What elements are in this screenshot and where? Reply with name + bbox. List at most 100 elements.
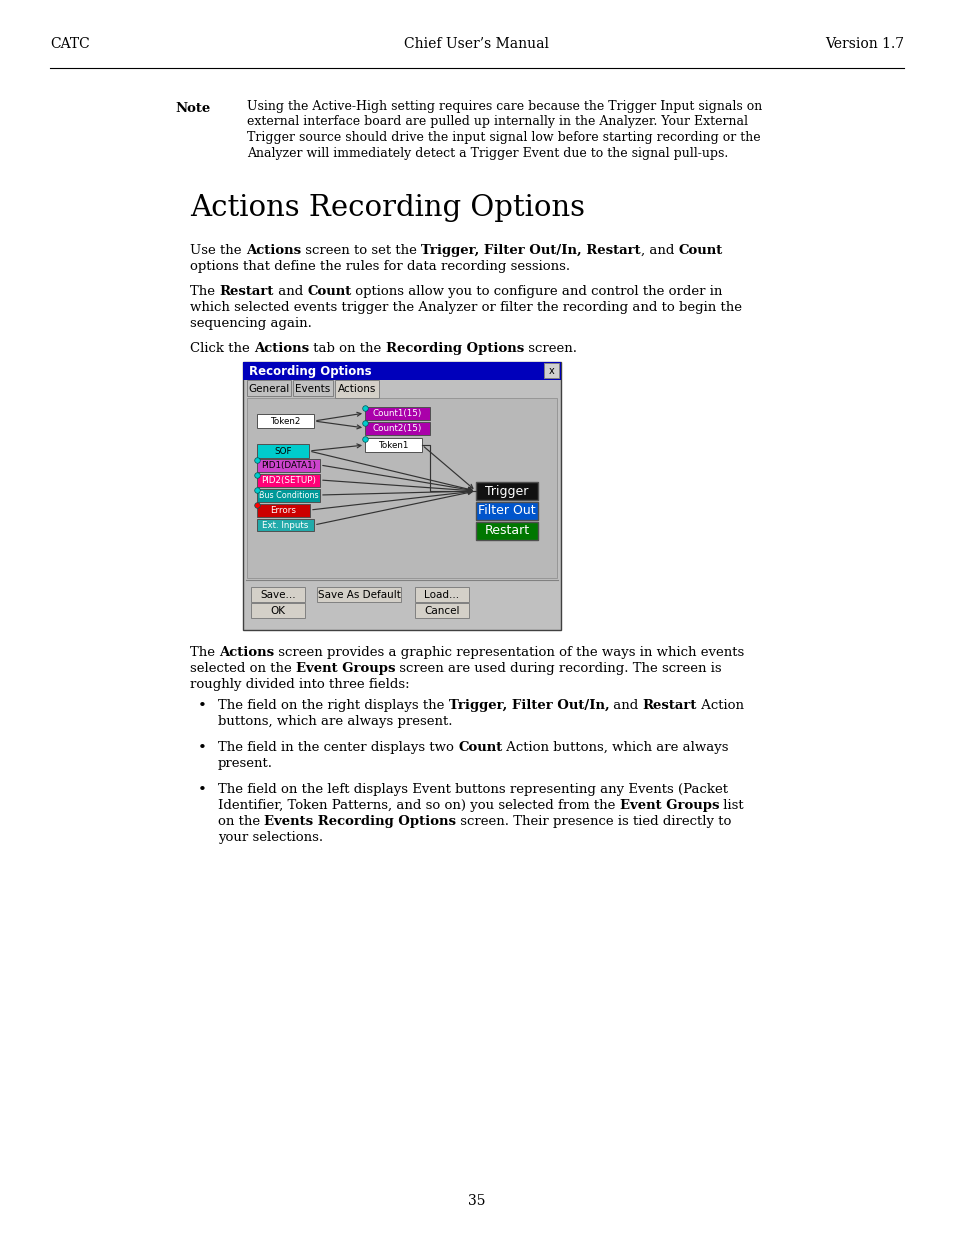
Text: Trigger source should drive the input signal low before starting recording or th: Trigger source should drive the input si… bbox=[247, 131, 760, 144]
Text: The: The bbox=[190, 646, 219, 659]
Text: PID1(DATA1): PID1(DATA1) bbox=[261, 461, 315, 471]
FancyBboxPatch shape bbox=[335, 380, 378, 398]
Text: Version 1.7: Version 1.7 bbox=[824, 37, 903, 51]
Text: Filter Out: Filter Out bbox=[477, 505, 536, 517]
Text: Action: Action bbox=[697, 699, 743, 713]
Text: •: • bbox=[198, 783, 207, 797]
Text: Cancel: Cancel bbox=[424, 605, 459, 615]
FancyBboxPatch shape bbox=[256, 474, 319, 487]
Text: Restart: Restart bbox=[484, 525, 529, 537]
Text: sequencing again.: sequencing again. bbox=[190, 317, 312, 330]
Text: Count: Count bbox=[457, 741, 502, 755]
Text: Trigger: Trigger bbox=[485, 484, 528, 498]
Text: Save As Default: Save As Default bbox=[317, 589, 400, 599]
Text: Restart: Restart bbox=[642, 699, 697, 713]
FancyBboxPatch shape bbox=[256, 445, 309, 458]
Text: screen. Their presence is tied directly to: screen. Their presence is tied directly … bbox=[456, 815, 731, 827]
Text: Trigger, Filter Out/In, Restart: Trigger, Filter Out/In, Restart bbox=[420, 245, 640, 257]
Text: •: • bbox=[198, 741, 207, 755]
FancyBboxPatch shape bbox=[476, 501, 537, 520]
FancyBboxPatch shape bbox=[365, 408, 430, 420]
FancyBboxPatch shape bbox=[243, 362, 560, 630]
FancyBboxPatch shape bbox=[543, 363, 558, 378]
Text: screen.: screen. bbox=[523, 342, 577, 354]
Text: Actions: Actions bbox=[337, 384, 375, 394]
Text: Load...: Load... bbox=[424, 589, 459, 599]
Text: Event Groups: Event Groups bbox=[295, 662, 395, 676]
FancyBboxPatch shape bbox=[256, 489, 319, 501]
FancyBboxPatch shape bbox=[476, 522, 537, 540]
FancyBboxPatch shape bbox=[256, 459, 319, 472]
Text: Actions: Actions bbox=[253, 342, 309, 354]
Text: Note: Note bbox=[174, 103, 210, 115]
Text: Ext. Inputs: Ext. Inputs bbox=[262, 520, 309, 530]
Text: Identifier, Token Patterns, and so on) you selected from the: Identifier, Token Patterns, and so on) y… bbox=[218, 799, 619, 811]
Text: Analyzer will immediately detect a Trigger Event due to the signal pull-ups.: Analyzer will immediately detect a Trigg… bbox=[247, 147, 727, 159]
Text: and: and bbox=[609, 699, 642, 713]
Text: Count2(15): Count2(15) bbox=[373, 424, 422, 433]
Text: •: • bbox=[198, 699, 207, 713]
Text: screen to set the: screen to set the bbox=[300, 245, 420, 257]
Text: list: list bbox=[719, 799, 743, 811]
Text: Save...: Save... bbox=[260, 589, 295, 599]
FancyBboxPatch shape bbox=[365, 438, 421, 452]
Text: options allow you to configure and control the order in: options allow you to configure and contr… bbox=[351, 285, 722, 298]
Text: PID2(SETUP): PID2(SETUP) bbox=[261, 475, 315, 485]
Text: General: General bbox=[248, 384, 290, 394]
Text: present.: present. bbox=[218, 757, 273, 769]
FancyBboxPatch shape bbox=[476, 482, 537, 500]
Text: screen provides a graphic representation of the ways in which events: screen provides a graphic representation… bbox=[274, 646, 744, 659]
FancyBboxPatch shape bbox=[365, 422, 430, 435]
Text: Errors: Errors bbox=[271, 506, 296, 515]
FancyBboxPatch shape bbox=[251, 587, 305, 601]
FancyBboxPatch shape bbox=[247, 380, 291, 396]
Text: Trigger, Filter Out/In,: Trigger, Filter Out/In, bbox=[448, 699, 609, 713]
FancyBboxPatch shape bbox=[415, 603, 469, 618]
Text: Event Groups: Event Groups bbox=[619, 799, 719, 811]
Text: Actions: Actions bbox=[219, 646, 274, 659]
Text: Count1(15): Count1(15) bbox=[373, 409, 422, 417]
FancyBboxPatch shape bbox=[293, 380, 333, 396]
Text: Chief User’s Manual: Chief User’s Manual bbox=[404, 37, 549, 51]
Text: Click the: Click the bbox=[190, 342, 253, 354]
Text: x: x bbox=[548, 366, 554, 375]
Text: buttons, which are always present.: buttons, which are always present. bbox=[218, 715, 452, 727]
FancyBboxPatch shape bbox=[251, 603, 305, 618]
Text: options that define the rules for data recording sessions.: options that define the rules for data r… bbox=[190, 261, 570, 273]
Text: Recording Options: Recording Options bbox=[385, 342, 523, 354]
Text: Token2: Token2 bbox=[270, 416, 300, 426]
Text: Events Recording Options: Events Recording Options bbox=[264, 815, 456, 827]
Text: and: and bbox=[274, 285, 307, 298]
Text: Use the: Use the bbox=[190, 245, 246, 257]
Text: Events: Events bbox=[295, 384, 331, 394]
Text: screen are used during recording. The screen is: screen are used during recording. The sc… bbox=[395, 662, 721, 676]
Text: Token1: Token1 bbox=[378, 441, 408, 450]
Text: on the: on the bbox=[218, 815, 264, 827]
Text: Bus Conditions: Bus Conditions bbox=[258, 492, 318, 500]
Text: Action buttons, which are always: Action buttons, which are always bbox=[502, 741, 728, 755]
FancyBboxPatch shape bbox=[415, 587, 469, 601]
Text: Count: Count bbox=[678, 245, 721, 257]
Text: The field in the center displays two: The field in the center displays two bbox=[218, 741, 457, 755]
Text: SOF: SOF bbox=[274, 447, 292, 456]
Text: , and: , and bbox=[640, 245, 678, 257]
Text: The field on the left displays Event buttons representing any Events (Packet: The field on the left displays Event but… bbox=[218, 783, 727, 797]
Text: The: The bbox=[190, 285, 219, 298]
Text: roughly divided into three fields:: roughly divided into three fields: bbox=[190, 678, 409, 692]
FancyBboxPatch shape bbox=[256, 519, 314, 531]
FancyBboxPatch shape bbox=[256, 504, 310, 517]
Text: CATC: CATC bbox=[50, 37, 90, 51]
Text: which selected events trigger the Analyzer or filter the recording and to begin : which selected events trigger the Analyz… bbox=[190, 301, 741, 314]
Text: 35: 35 bbox=[468, 1194, 485, 1208]
Text: tab on the: tab on the bbox=[309, 342, 385, 354]
Text: selected on the: selected on the bbox=[190, 662, 295, 676]
Text: Using the Active-High setting requires care because the Trigger Input signals on: Using the Active-High setting requires c… bbox=[247, 100, 761, 112]
Text: your selections.: your selections. bbox=[218, 831, 323, 844]
Text: Actions Recording Options: Actions Recording Options bbox=[190, 194, 584, 222]
FancyBboxPatch shape bbox=[243, 362, 560, 380]
Text: The field on the right displays the: The field on the right displays the bbox=[218, 699, 448, 713]
FancyBboxPatch shape bbox=[316, 587, 400, 601]
Text: Restart: Restart bbox=[219, 285, 274, 298]
Text: OK: OK bbox=[271, 605, 285, 615]
FancyBboxPatch shape bbox=[247, 398, 557, 578]
